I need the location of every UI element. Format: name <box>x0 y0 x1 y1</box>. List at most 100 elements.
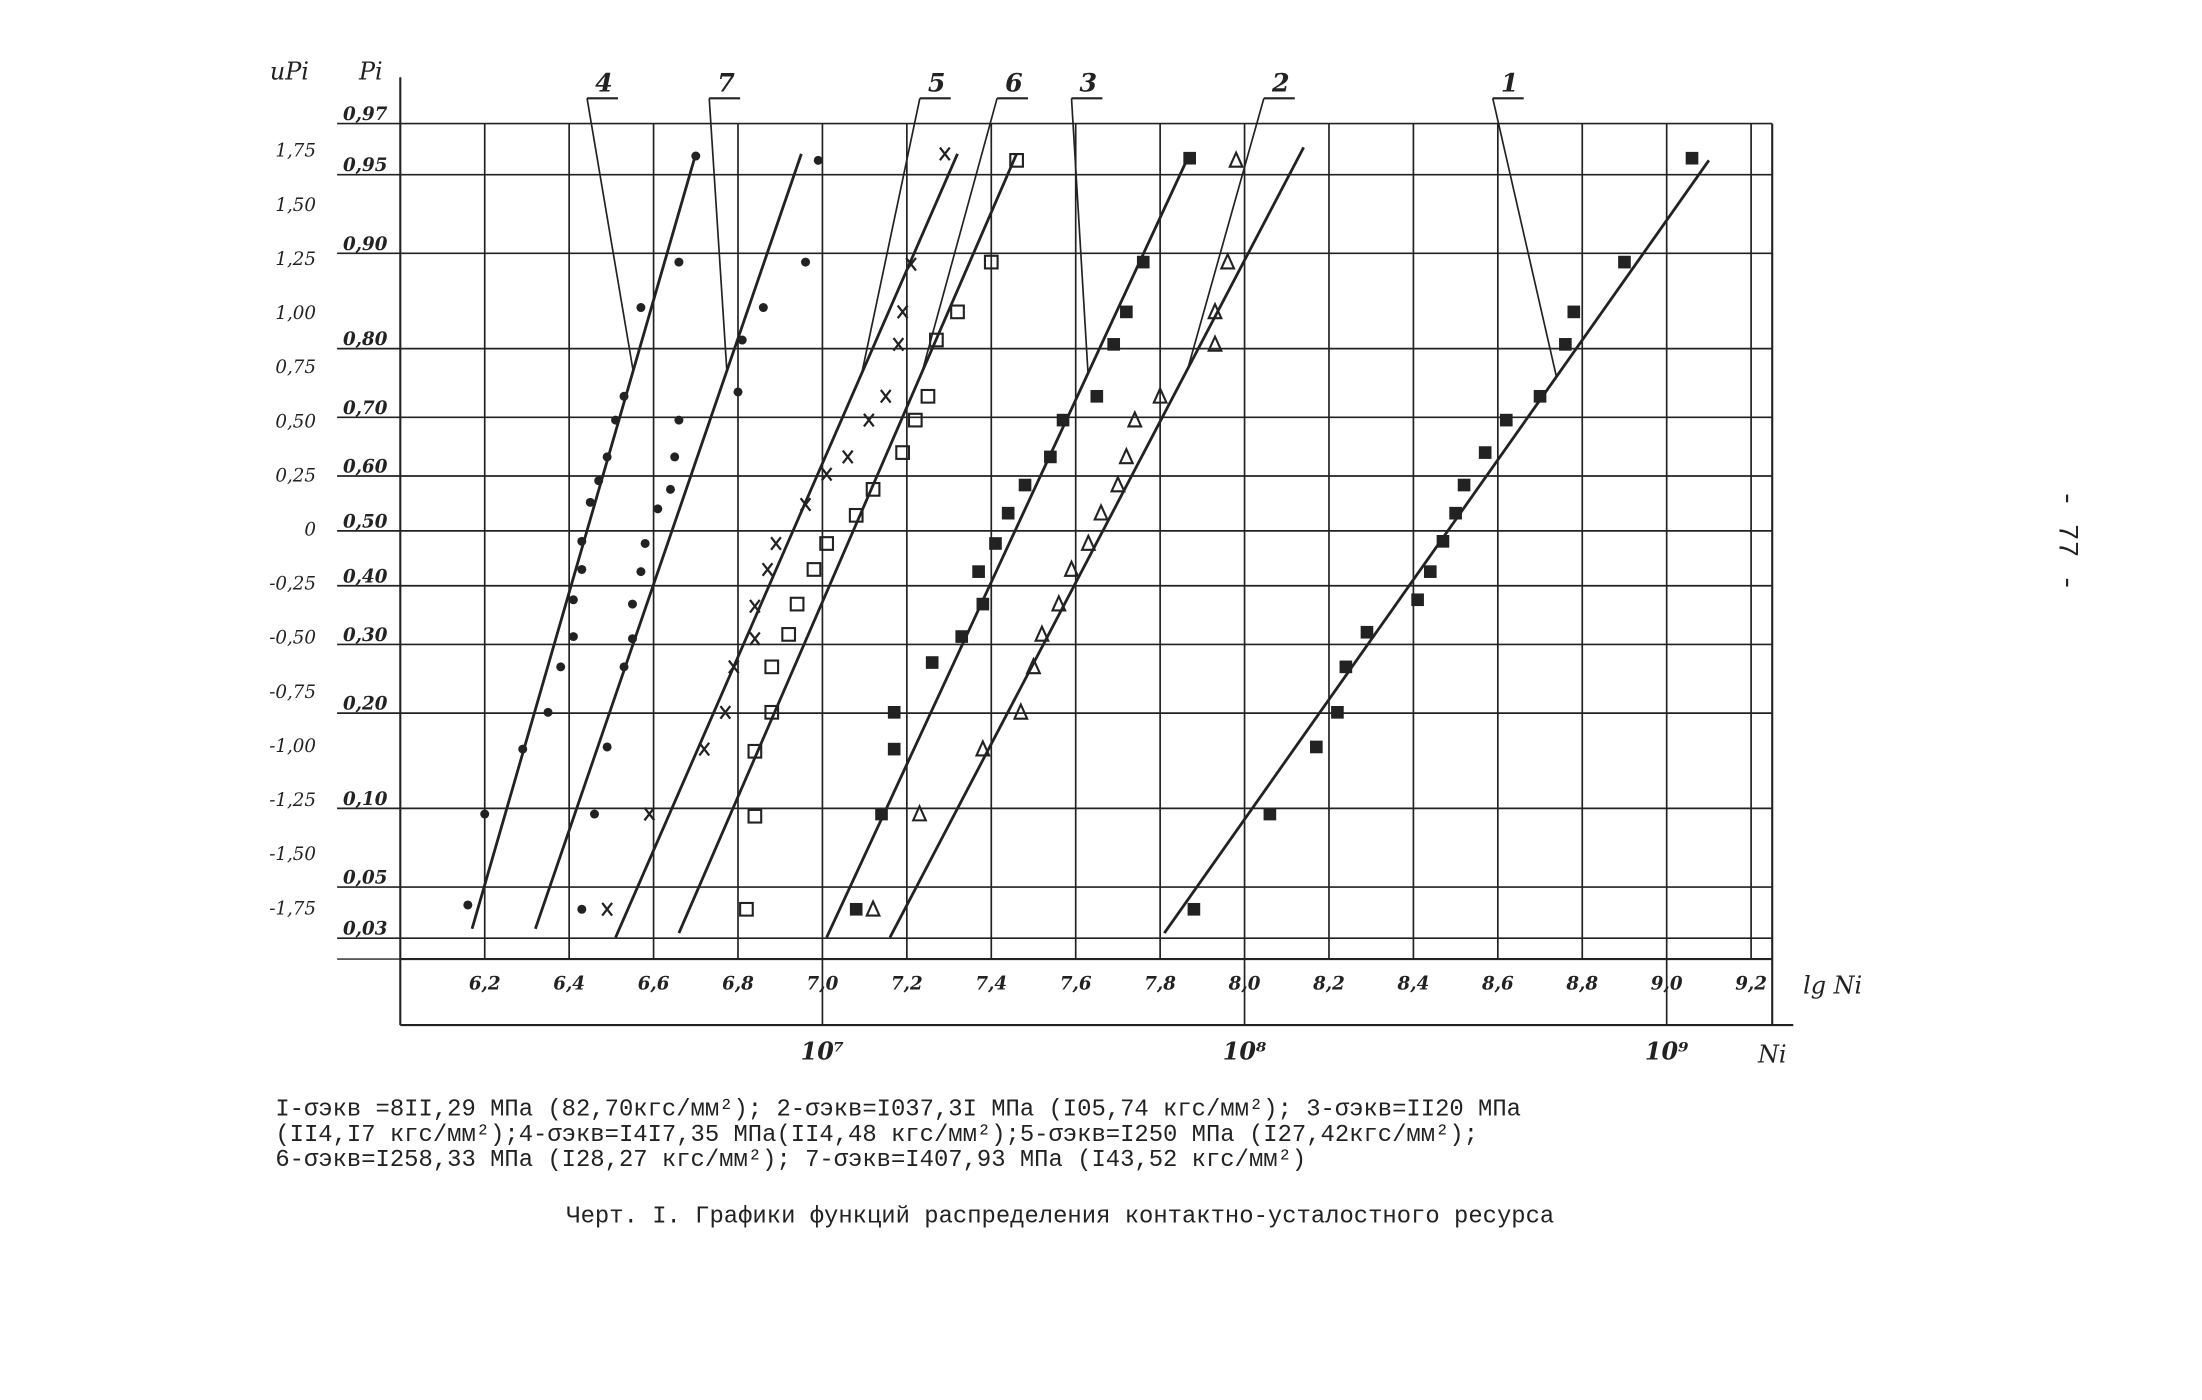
data-point <box>1567 305 1581 319</box>
data-point <box>950 304 965 320</box>
data-point <box>719 705 732 720</box>
data-point <box>1207 301 1223 320</box>
y2-tick-label: 0,40 <box>343 566 388 587</box>
data-point <box>627 634 637 644</box>
data-point <box>895 445 911 460</box>
data-point <box>1044 450 1057 464</box>
data-point <box>568 595 578 605</box>
data-point <box>1012 702 1029 720</box>
data-point <box>1436 535 1450 548</box>
data-point <box>602 452 612 462</box>
y-tick-label: 1,00 <box>275 303 316 324</box>
series-label: 5 <box>928 67 946 97</box>
x2-axis-label: Ni <box>1757 1040 1787 1068</box>
y-tick-label: -0,75 <box>269 682 316 703</box>
data-point <box>698 742 711 757</box>
data-point <box>764 704 780 720</box>
data-point <box>887 706 901 719</box>
data-point <box>674 415 684 425</box>
data-point <box>1559 338 1572 351</box>
data-point <box>1093 502 1109 521</box>
data-point <box>1360 625 1374 639</box>
y-tick-label: 1,50 <box>275 195 316 216</box>
fit-line <box>888 146 1305 939</box>
data-point <box>733 387 743 397</box>
data-point <box>627 599 637 609</box>
data-point <box>887 742 901 756</box>
data-point <box>589 809 599 819</box>
data-point <box>820 467 833 482</box>
data-point <box>841 449 854 464</box>
y2-tick-label: 0,95 <box>343 155 387 176</box>
data-point <box>568 632 578 642</box>
data-point <box>972 565 985 578</box>
data-point <box>875 807 888 821</box>
data-point <box>1090 389 1104 403</box>
y-tick-label: 0,25 <box>275 465 316 486</box>
data-point <box>1118 446 1135 465</box>
data-point <box>1183 151 1196 165</box>
data-point <box>463 900 473 910</box>
data-point <box>1685 151 1699 165</box>
x-tick-label: 7,6 <box>1060 973 1092 994</box>
data-point <box>911 803 928 822</box>
data-point <box>781 627 797 642</box>
data-point <box>801 257 811 267</box>
x-tick-label: 6,4 <box>553 973 585 994</box>
data-point <box>1109 474 1126 493</box>
x-tick-label: 7,4 <box>975 973 1007 994</box>
caption: Черт. I. Графики функций распределения к… <box>566 1203 1554 1230</box>
data-point <box>601 902 613 917</box>
data-point <box>983 254 999 270</box>
y2-tick-label: 0,90 <box>343 234 388 255</box>
data-point <box>1056 413 1070 427</box>
data-point <box>747 808 763 824</box>
data-point <box>989 537 1002 550</box>
series-label: 6 <box>1005 67 1023 97</box>
x-tick-label: 8,4 <box>1397 973 1430 994</box>
legend-line: (II4,I7 кгс/мм²);4-σэкв=I4I7,35 МПа(II4,… <box>275 1122 1478 1149</box>
leader-line <box>1070 98 1089 374</box>
fit-line <box>1163 159 1711 934</box>
data-point <box>1263 807 1277 821</box>
y2-tick-label: 0,03 <box>343 919 387 940</box>
data-point <box>611 415 621 425</box>
data-point <box>543 707 553 717</box>
data-point <box>1228 150 1245 168</box>
x-tick-label: 6,8 <box>722 973 754 994</box>
data-point <box>865 899 882 917</box>
data-point <box>865 482 881 497</box>
data-point <box>955 630 969 643</box>
data-point <box>1207 334 1223 352</box>
data-point <box>619 391 629 401</box>
data-point <box>905 257 917 272</box>
x2-tick-label: 10⁷ <box>801 1038 845 1066</box>
data-point <box>863 413 875 428</box>
series-label: 1 <box>1501 67 1519 97</box>
data-point <box>749 599 761 614</box>
data-point <box>799 497 812 512</box>
data-point <box>636 567 646 577</box>
data-point <box>974 738 991 757</box>
data-point <box>1033 624 1050 642</box>
data-point <box>761 562 774 577</box>
data-point <box>739 901 754 917</box>
data-point <box>1063 559 1080 577</box>
data-point <box>907 412 923 428</box>
data-point <box>1219 251 1236 270</box>
leader-line <box>1187 98 1265 369</box>
data-point <box>939 146 951 161</box>
y2-tick-label: 0,80 <box>343 329 388 350</box>
data-point <box>1478 446 1492 459</box>
series-label: 4 <box>595 67 613 97</box>
y-tick-label: -0,25 <box>269 574 316 595</box>
fit-line <box>534 153 803 930</box>
x-tick-label: 7,2 <box>891 973 923 994</box>
y2-tick-label: 0,05 <box>343 868 387 889</box>
data-point <box>747 743 763 759</box>
data-point <box>1136 255 1150 269</box>
x2-tick-label: 10⁸ <box>1223 1038 1267 1066</box>
data-point <box>1457 478 1471 492</box>
